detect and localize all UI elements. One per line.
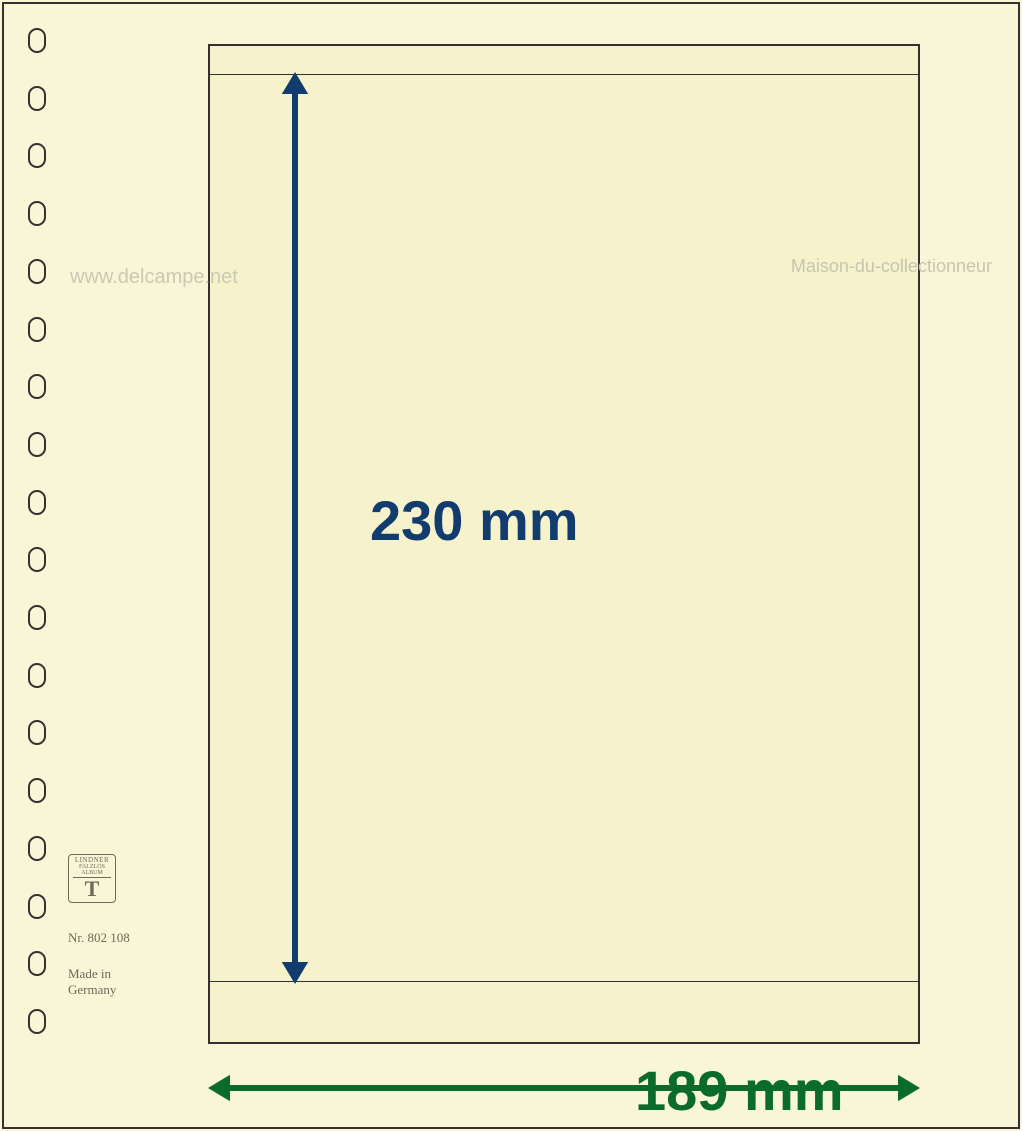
height-dimension-label: 230 mm	[370, 488, 579, 553]
width-dimension-label: 189 mm	[635, 1058, 844, 1123]
height-dimension-arrow	[265, 72, 325, 984]
made-in-text: Made in Germany	[68, 966, 116, 998]
binder-hole	[28, 720, 46, 745]
watermark-right: Maison-du-collectionneur	[791, 256, 992, 277]
logo-t-mark: T	[73, 877, 111, 900]
binder-hole	[28, 663, 46, 688]
binder-hole	[28, 317, 46, 342]
binder-hole	[28, 605, 46, 630]
binder-hole	[28, 374, 46, 399]
binder-hole	[28, 201, 46, 226]
binder-hole	[28, 490, 46, 515]
watermark-left: www.delcampe.net	[70, 266, 238, 289]
product-number-text: Nr. 802 108	[68, 930, 130, 946]
binder-hole	[28, 778, 46, 803]
album-page-diagram: 230 mm 189 mm www.delcampe.net Maison-du…	[0, 0, 1022, 1131]
binder-hole	[28, 28, 46, 53]
binder-hole	[28, 547, 46, 572]
binder-hole	[28, 894, 46, 919]
binder-hole	[28, 86, 46, 111]
binder-holes-column	[28, 28, 46, 1034]
binder-hole	[28, 1009, 46, 1034]
binder-hole	[28, 836, 46, 861]
binder-hole	[28, 143, 46, 168]
lindner-logo: LINDNER FALZLOS ALBUM T	[68, 854, 116, 903]
made-in-line1: Made in	[68, 966, 111, 981]
made-in-line2: Germany	[68, 982, 116, 997]
logo-brand-text: LINDNER	[73, 857, 111, 864]
binder-hole	[28, 951, 46, 976]
binder-hole	[28, 432, 46, 457]
binder-hole	[28, 259, 46, 284]
